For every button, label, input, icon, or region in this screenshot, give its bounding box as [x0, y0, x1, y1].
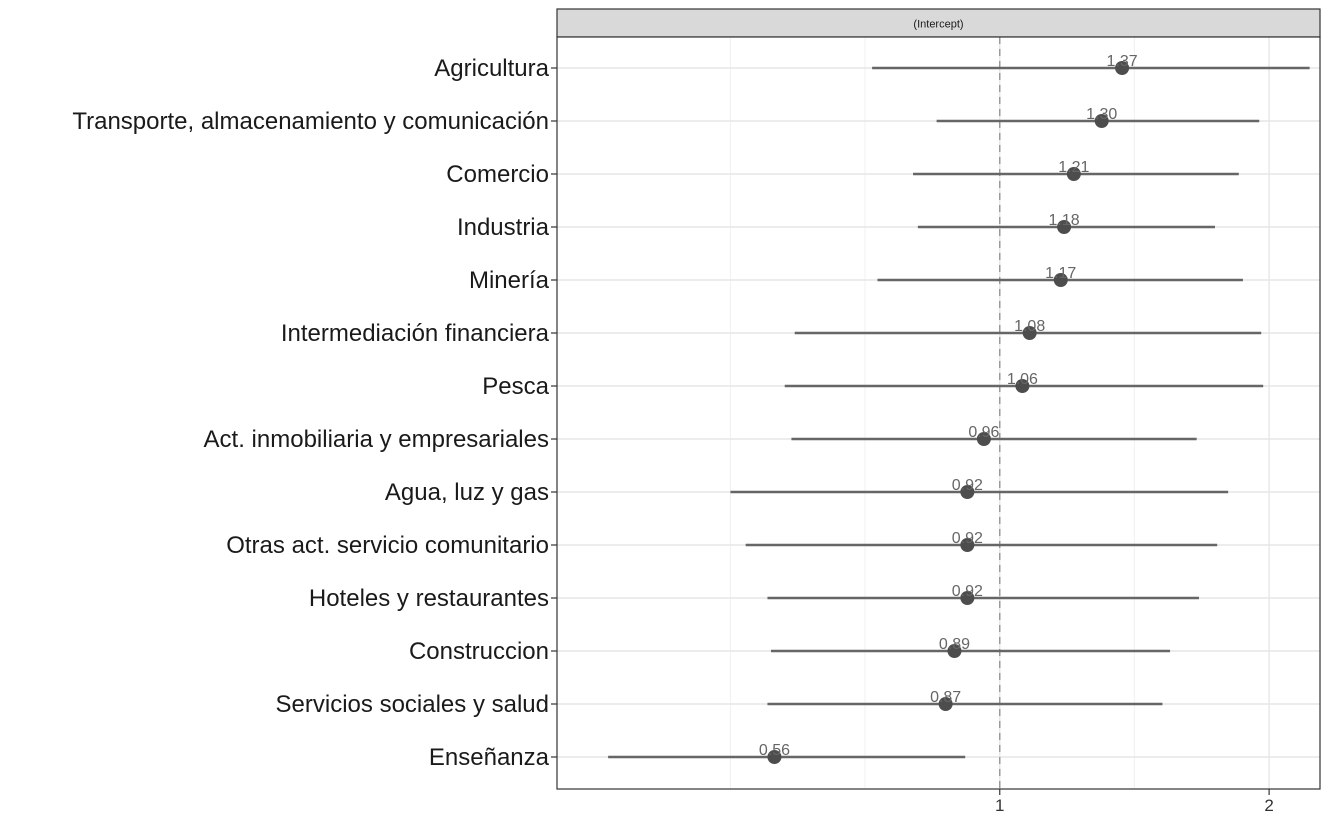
- estimate-point: [960, 591, 975, 605]
- estimate-point: [767, 750, 782, 764]
- data-label: 0.56: [759, 742, 790, 759]
- data-label: 0.92: [952, 530, 983, 547]
- category-label: Construccion: [409, 638, 549, 665]
- x-tick-label: 2: [1264, 796, 1273, 815]
- data-labels: 1.37 1.30 1.21 1.18 1.17 1.08 1.06 0.96 0.92 0.92…: [759, 53, 1138, 759]
- data-label: 0.92: [952, 477, 983, 494]
- data-label: 1.18: [1048, 212, 1079, 229]
- data-label: 0.96: [968, 424, 999, 441]
- y-axis: Agricultura Transporte, almacenamiento y …: [72, 55, 557, 771]
- category-label: Hoteles y restaurantes: [309, 585, 549, 612]
- points: [767, 61, 1130, 764]
- estimate-point: [947, 644, 962, 658]
- category-label: Pesca: [482, 373, 549, 400]
- category-label: Intermediación financiera: [281, 320, 550, 347]
- estimate-point: [1094, 114, 1109, 128]
- estimate-point: [1015, 379, 1030, 393]
- estimate-point: [1066, 167, 1081, 181]
- data-label: 1.08: [1014, 318, 1045, 335]
- estimate-point: [960, 485, 975, 499]
- x-tick-label: 1: [995, 796, 1004, 815]
- category-label: Transporte, almacenamiento y comunicació…: [72, 108, 549, 135]
- data-label: 1.06: [1007, 371, 1038, 388]
- estimate-point: [938, 697, 953, 711]
- estimate-point: [1115, 61, 1130, 75]
- category-label: Industria: [457, 214, 550, 241]
- estimate-point: [1053, 273, 1068, 287]
- data-label: 1.37: [1107, 53, 1138, 70]
- data-label: 0.92: [952, 583, 983, 600]
- panel-background: [557, 37, 1320, 789]
- estimate-point: [1057, 220, 1072, 234]
- estimate-point: [976, 432, 991, 446]
- data-label: 1.17: [1045, 265, 1076, 282]
- data-label: 1.30: [1086, 106, 1117, 123]
- category-label: Agua, luz y gas: [385, 479, 549, 506]
- category-label: Otras act. servicio comunitario: [226, 532, 549, 559]
- strip-background: [556, 8, 1321, 38]
- category-label: Agricultura: [434, 55, 549, 82]
- panel-border: [556, 36, 1321, 790]
- estimate-point: [960, 538, 975, 552]
- category-label: Act. inmobiliaria y empresariales: [204, 426, 549, 453]
- category-label: Minería: [469, 267, 550, 294]
- category-label: Servicios sociales y salud: [276, 691, 549, 718]
- strip-label: (Intercept): [913, 19, 963, 31]
- category-label: Enseñanza: [429, 744, 550, 771]
- estimate-point: [1022, 326, 1037, 340]
- data-label: 0.89: [939, 636, 970, 653]
- data-label: 0.87: [930, 689, 961, 706]
- data-label: 1.21: [1058, 159, 1089, 176]
- facet-strip: (Intercept): [556, 8, 1321, 38]
- category-label: Comercio: [446, 161, 549, 188]
